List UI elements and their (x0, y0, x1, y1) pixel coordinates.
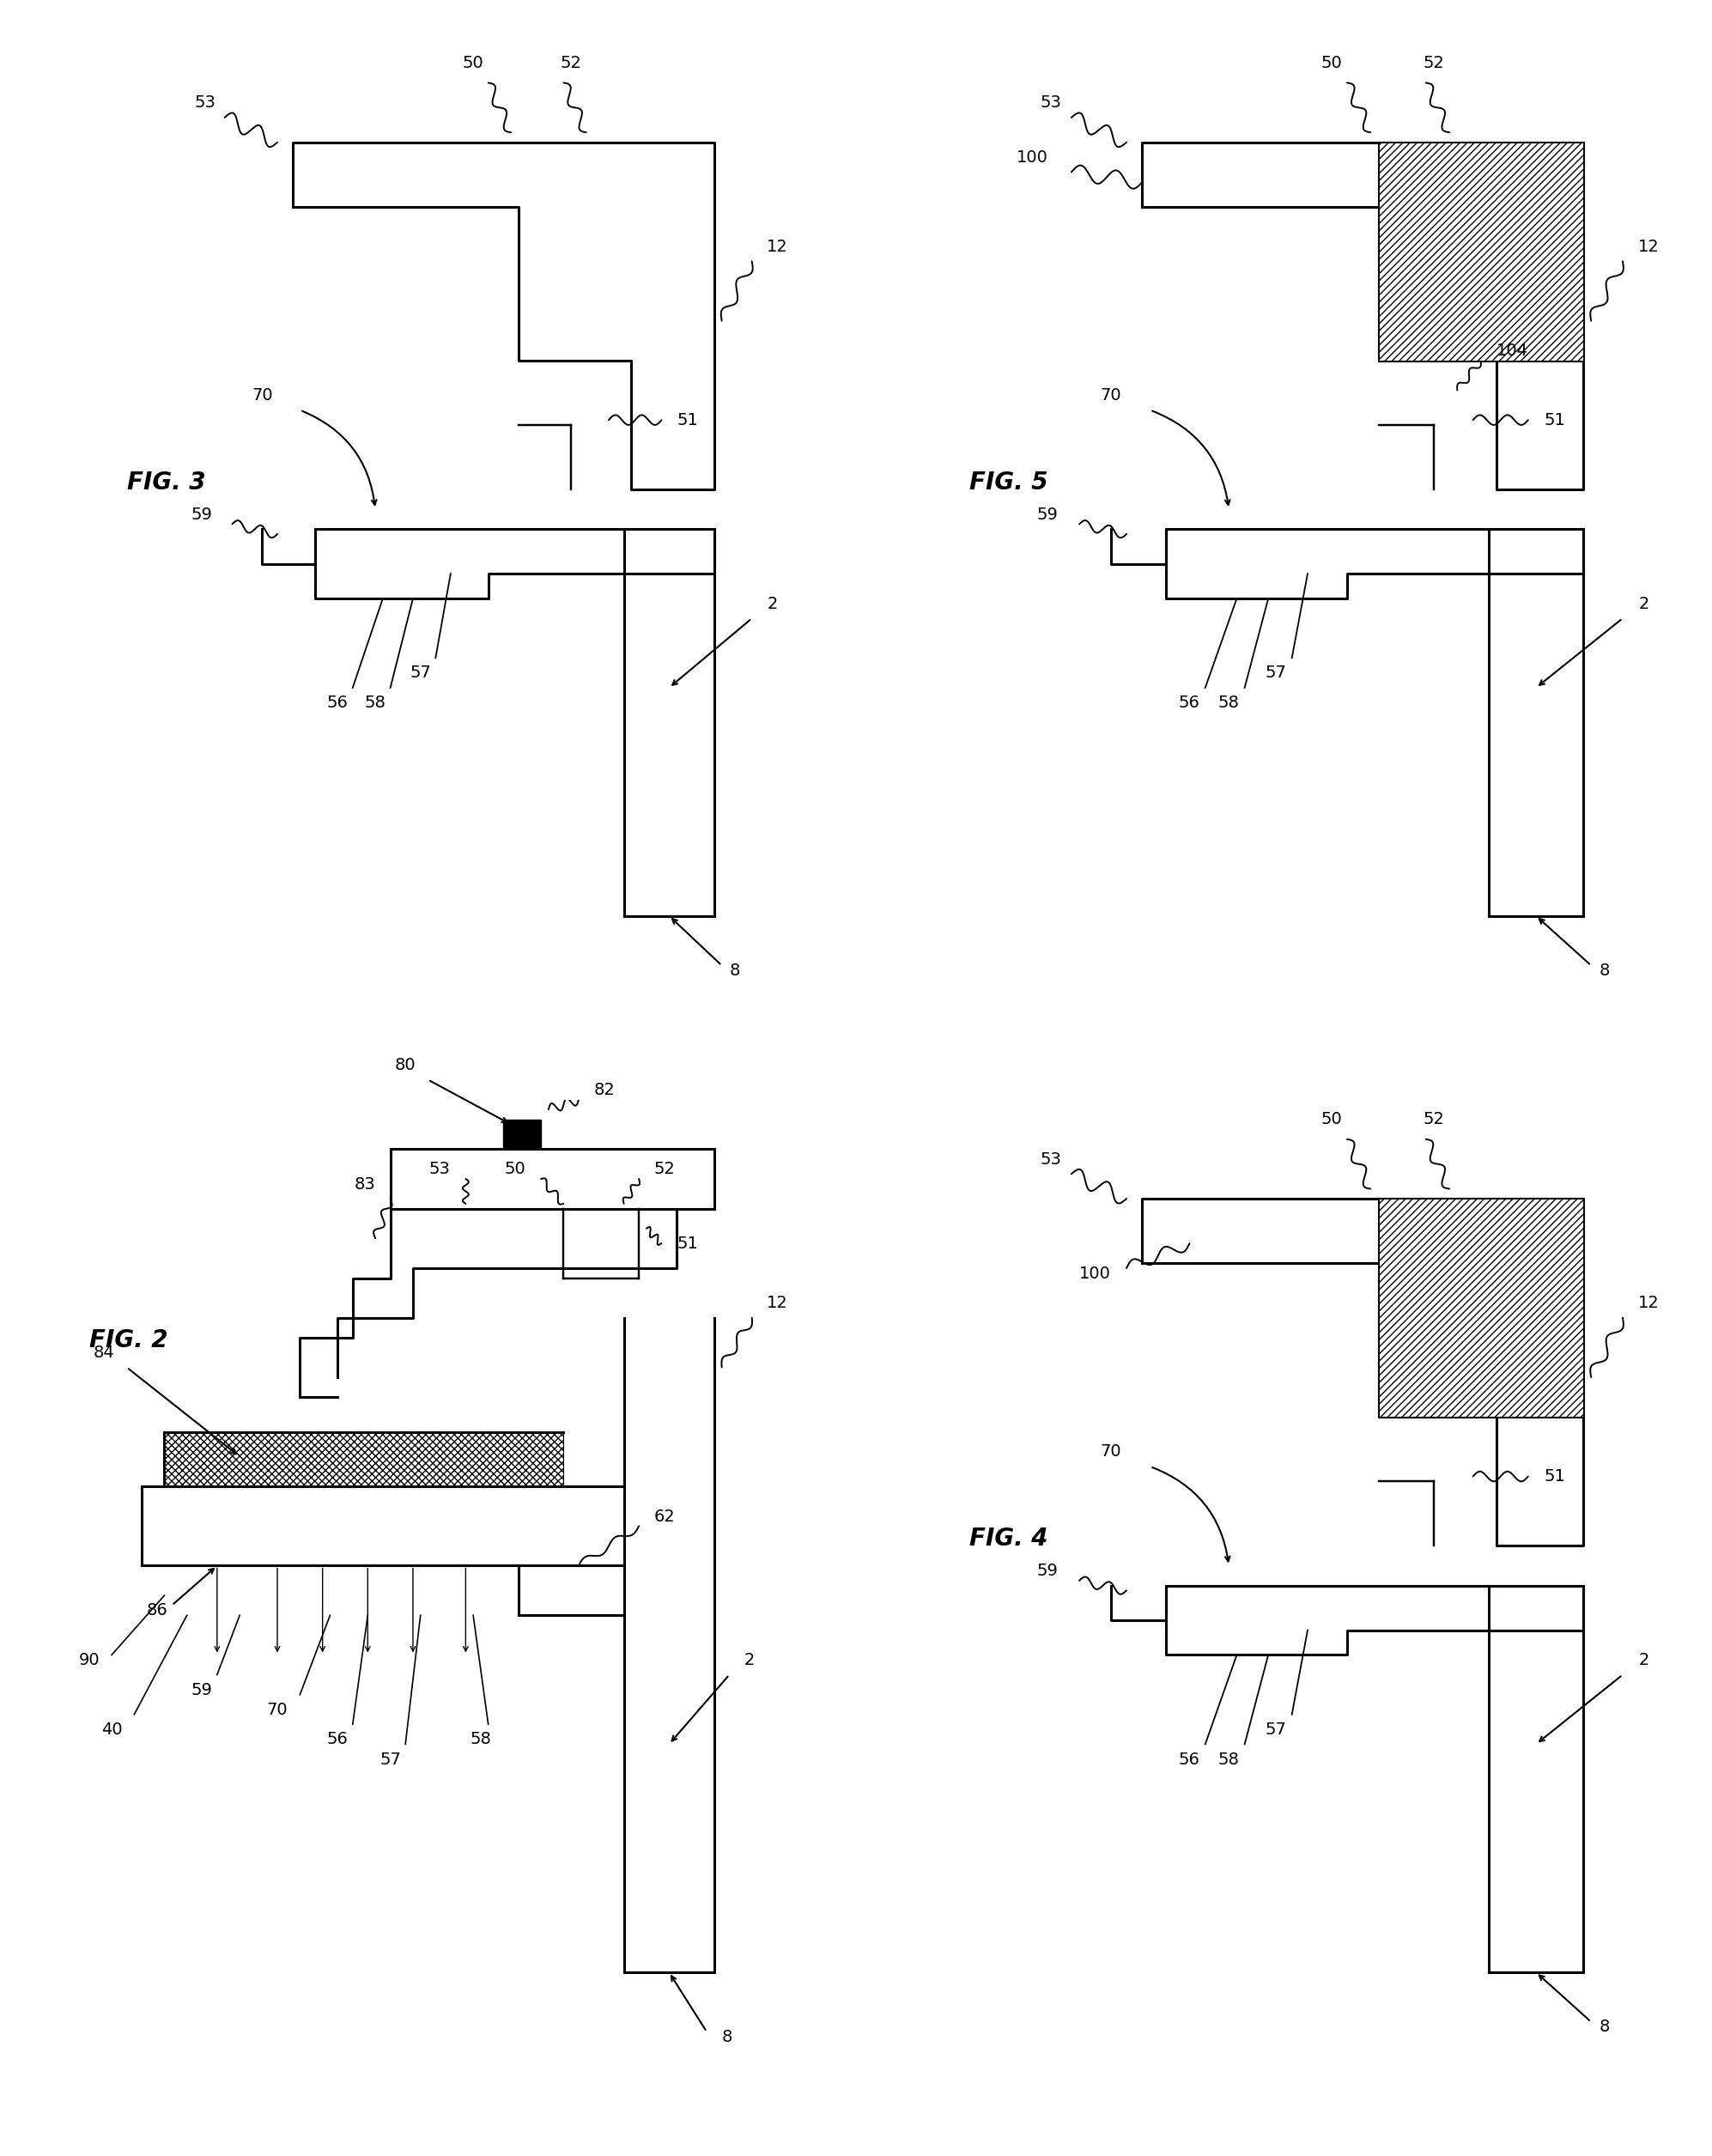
Text: 62: 62 (654, 1509, 675, 1524)
Text: 90: 90 (79, 1651, 99, 1669)
Text: 50: 50 (1320, 1112, 1342, 1128)
Text: 52: 52 (1423, 56, 1445, 71)
Text: 56: 56 (327, 1731, 348, 1749)
Text: 86: 86 (146, 1602, 168, 1619)
Text: 2: 2 (767, 595, 777, 612)
Text: 51: 51 (676, 1235, 698, 1253)
Text: 50: 50 (505, 1162, 526, 1177)
Text: 56: 56 (1180, 694, 1200, 711)
Text: 52: 52 (560, 56, 582, 71)
Text: 50: 50 (462, 56, 484, 71)
Text: 8: 8 (729, 962, 740, 979)
Text: 12: 12 (767, 1296, 788, 1311)
Text: 57: 57 (380, 1751, 401, 1768)
Text: 2: 2 (745, 1651, 755, 1669)
Text: 56: 56 (327, 694, 348, 711)
Text: 53: 53 (430, 1162, 450, 1177)
Text: 82: 82 (594, 1082, 615, 1097)
Text: 70: 70 (1101, 388, 1121, 403)
Text: 57: 57 (1265, 664, 1287, 681)
Text: 104: 104 (1496, 343, 1529, 358)
Text: 8: 8 (1599, 962, 1609, 979)
Text: 80: 80 (395, 1056, 416, 1074)
Text: 59: 59 (1037, 507, 1058, 522)
Bar (503, 1119, 541, 1149)
Text: 12: 12 (1638, 239, 1659, 254)
Text: 52: 52 (1423, 1112, 1445, 1128)
Text: 51: 51 (1544, 1468, 1565, 1485)
Text: 51: 51 (1544, 412, 1565, 429)
Text: 8: 8 (722, 2029, 733, 2046)
Text: FIG. 3: FIG. 3 (127, 470, 205, 494)
Bar (1378, 1199, 1584, 1416)
Text: 58: 58 (1219, 694, 1239, 711)
Text: 51: 51 (676, 412, 698, 429)
Text: 58: 58 (1219, 1751, 1239, 1768)
Text: 53: 53 (1039, 95, 1061, 110)
Text: 100: 100 (1079, 1266, 1111, 1281)
Text: FIG. 2: FIG. 2 (89, 1328, 168, 1352)
Text: 57: 57 (1265, 1720, 1287, 1738)
Bar (164, 1432, 563, 1485)
Text: 59: 59 (192, 507, 212, 522)
Text: 52: 52 (654, 1162, 675, 1177)
Text: 2: 2 (1638, 595, 1649, 612)
Text: FIG. 5: FIG. 5 (969, 470, 1048, 494)
Text: 50: 50 (1320, 56, 1342, 71)
Text: 53: 53 (195, 95, 216, 110)
Text: 59: 59 (192, 1682, 212, 1699)
Text: 8: 8 (1599, 2018, 1609, 2035)
Text: 12: 12 (767, 239, 788, 254)
Text: 58: 58 (365, 694, 385, 711)
Text: 83: 83 (354, 1175, 375, 1192)
Text: FIG. 4: FIG. 4 (969, 1526, 1048, 1550)
Text: 12: 12 (1638, 1296, 1659, 1311)
Text: 56: 56 (1180, 1751, 1200, 1768)
Text: 70: 70 (267, 1701, 288, 1718)
Text: 84: 84 (94, 1345, 115, 1360)
Text: 100: 100 (1017, 149, 1048, 166)
Text: 70: 70 (252, 388, 272, 403)
Text: 59: 59 (1037, 1563, 1058, 1578)
Text: 2: 2 (1638, 1651, 1649, 1669)
Text: 57: 57 (409, 664, 431, 681)
Text: 70: 70 (1101, 1445, 1121, 1460)
Text: 40: 40 (101, 1720, 122, 1738)
Bar (1378, 142, 1584, 360)
Text: 58: 58 (471, 1731, 491, 1749)
Text: 53: 53 (1039, 1151, 1061, 1166)
